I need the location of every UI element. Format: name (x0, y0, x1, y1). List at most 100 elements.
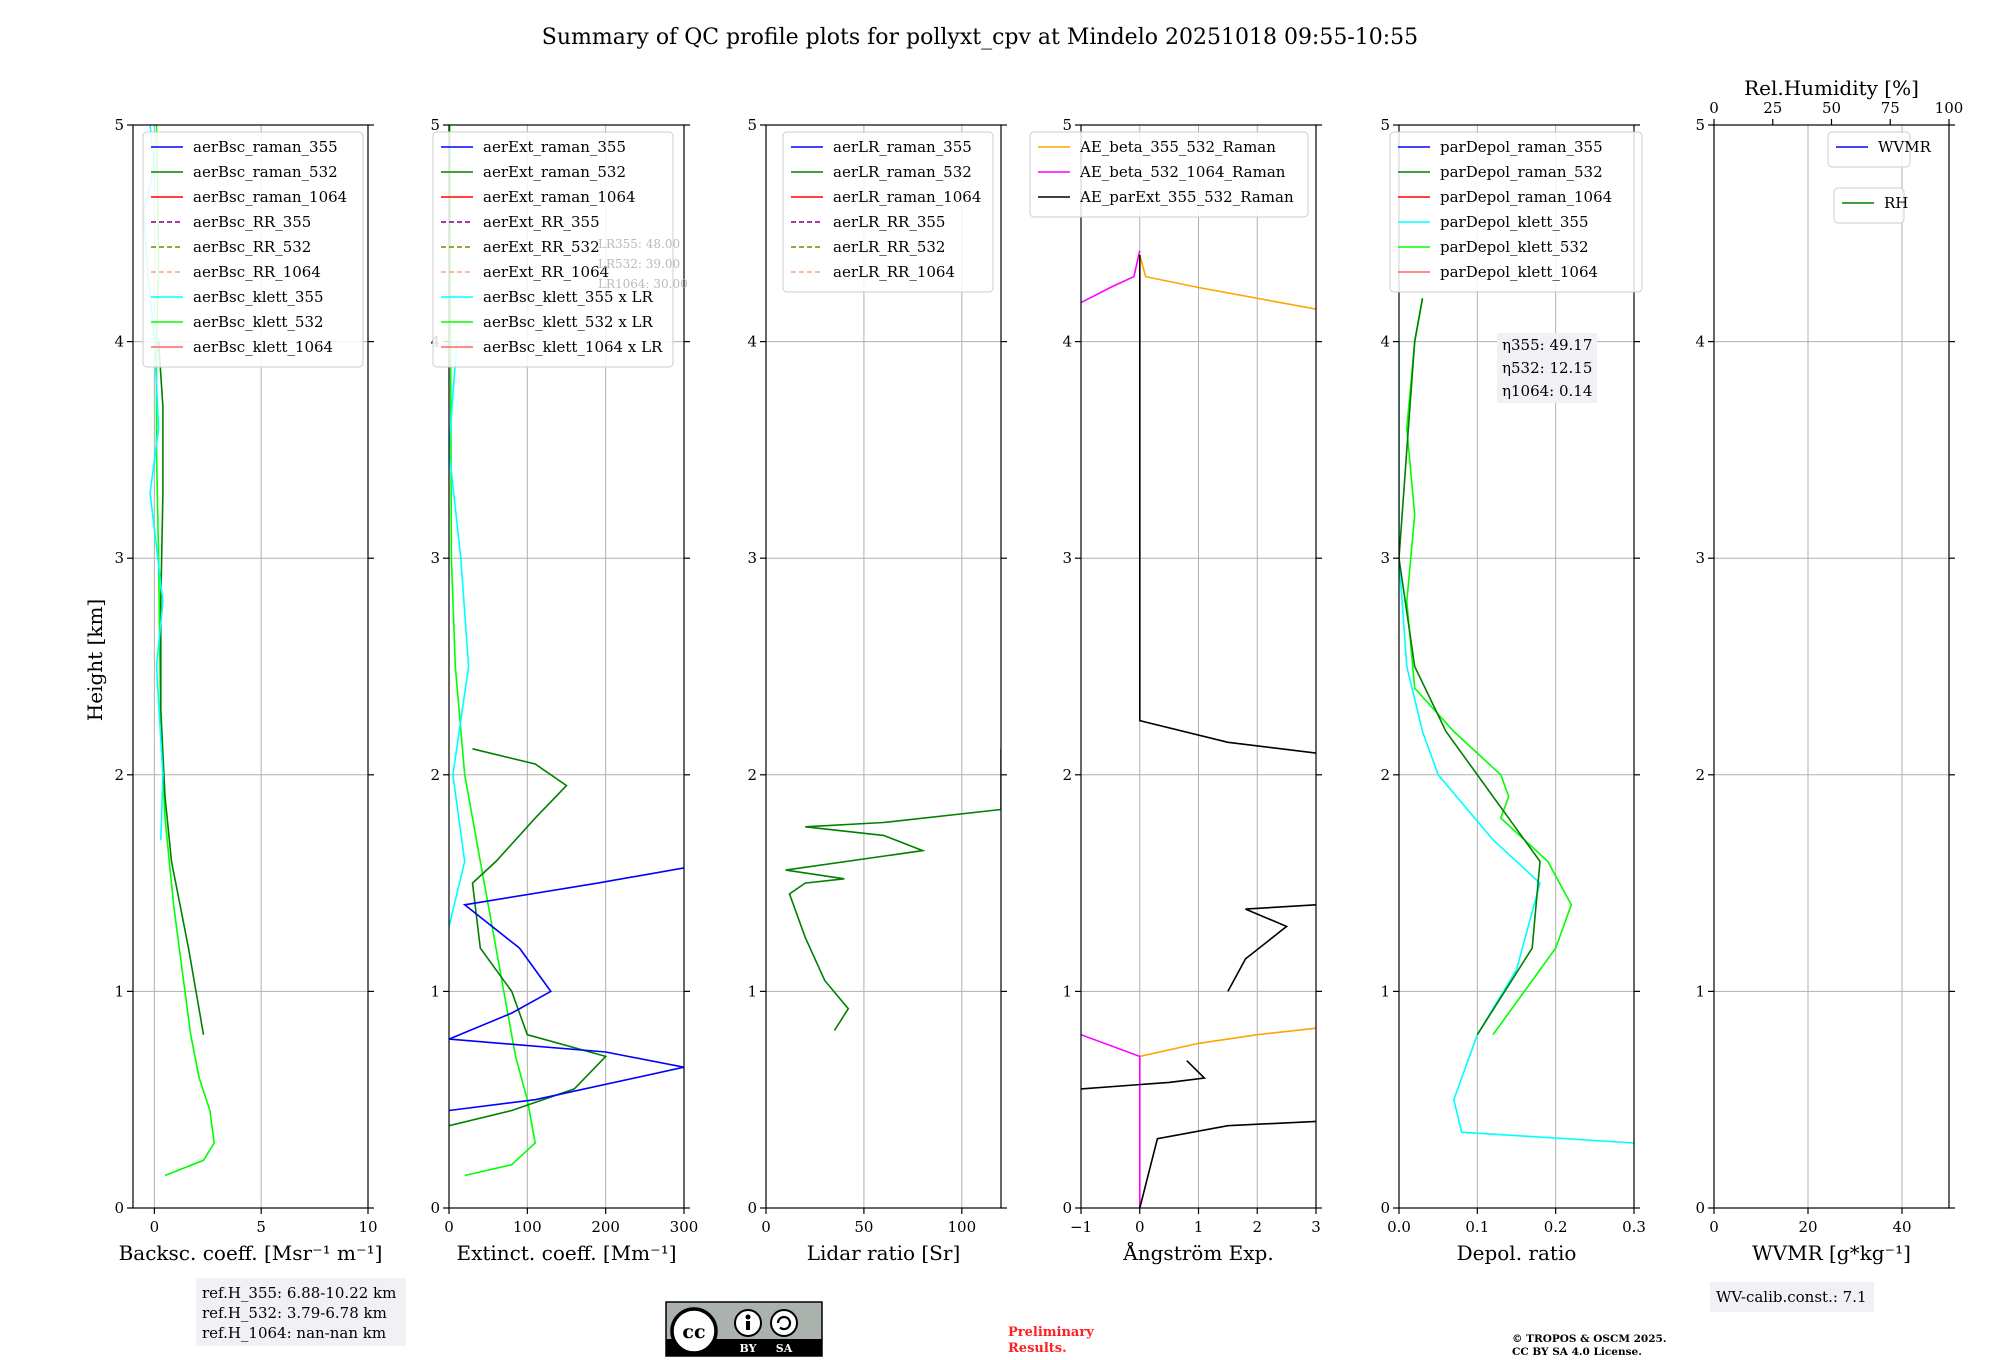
cc-logo-text: cc (682, 1321, 705, 1343)
y-tick-label: 0 (1695, 1199, 1705, 1217)
y-tick-label: 2 (114, 766, 124, 784)
y-tick-label: 5 (430, 116, 440, 134)
top-axis-label: Rel.Humidity [%] (1744, 76, 1919, 100)
legend-box (1833, 187, 1905, 224)
legend-label: aerExt_raman_1064 (483, 188, 636, 206)
y-tick-label: 3 (1380, 549, 1390, 567)
x-axis-label: Depol. ratio (1457, 1241, 1577, 1265)
eta-label: η532: 12.15 (1502, 359, 1592, 377)
series-line-aerext-raman-532 (449, 748, 608, 1127)
x-tick-label: 0 (1135, 1218, 1145, 1236)
y-tick-label: 0 (747, 1199, 757, 1217)
wv-calib-const: WV-calib.const.: 7.1 (1716, 1288, 1867, 1306)
legend-box (1029, 131, 1309, 218)
eta-box (1497, 333, 1597, 403)
legend-label: parDepol_klett_355 (1440, 213, 1589, 231)
ref-height-355: ref.H_355: 6.88-10.22 km (202, 1284, 396, 1302)
legend-label: aerBsc_RR_532 (193, 238, 311, 256)
legend-label: aerBsc_klett_532 (193, 313, 324, 331)
legend-label: aerExt_RR_532 (483, 238, 600, 256)
legend-label: aerLR_raman_1064 (833, 188, 981, 206)
copyright-line2: CC BY SA 4.0 License. (1512, 1346, 1642, 1358)
legend-label: aerLR_RR_1064 (833, 263, 955, 281)
x-tick-label: 0 (150, 1218, 160, 1236)
top-tick-label: 25 (1763, 99, 1782, 117)
top-tick-label: 75 (1881, 99, 1900, 117)
series-group (785, 748, 1001, 1031)
legend-label: AE_beta_355_532_Raman (1079, 138, 1276, 156)
legend-label: aerExt_raman_532 (483, 163, 626, 181)
y-tick-label: 5 (1062, 116, 1072, 134)
y-tick-label: 0 (114, 1199, 124, 1217)
y-tick-label: 1 (1695, 982, 1705, 1000)
y-tick-label: 1 (1380, 982, 1390, 1000)
wv-calib-bg (1710, 1282, 1874, 1312)
legend-label: parDepol_raman_355 (1440, 138, 1603, 156)
x-tick-label: 0 (1709, 1218, 1719, 1236)
y-tick-label: 2 (430, 766, 440, 784)
legend-label: aerBsc_raman_355 (193, 138, 338, 156)
x-tick-label: 0 (444, 1218, 454, 1236)
y-tick-label: 5 (114, 116, 124, 134)
y-tick-label: 1 (1062, 982, 1072, 1000)
legend-box (1389, 131, 1643, 293)
legend-label: parDepol_raman_1064 (1440, 188, 1612, 206)
y-tick-label: 1 (430, 982, 440, 1000)
panel-2: 0123450100200300Extinct. coeff. [Mm⁻¹]ae… (430, 116, 698, 1265)
x-tick-label: 0.2 (1544, 1218, 1568, 1236)
y-axis-label: Height [km] (83, 599, 107, 721)
series-line-ae-parext-lower (1081, 1060, 1207, 1090)
legend-label: aerBsc_klett_355 (193, 288, 324, 306)
panel-frame (448, 124, 685, 1209)
y-tick-label: 2 (1695, 766, 1705, 784)
eta-label: η355: 49.17 (1502, 336, 1592, 354)
preliminary-line1: Preliminary (1008, 1325, 1094, 1340)
panel-5: 0 1 2 3 4 5 0.0 0.1 0.2 0.3 Depol. ratio parDepol_r… (1380, 116, 1645, 1265)
x-tick-label: 100 (513, 1218, 542, 1236)
panel-frame (1713, 124, 1950, 1209)
y-tick-label: 5 (1380, 116, 1390, 134)
y-tick-label: 1 (114, 982, 124, 1000)
x-tick-label: 0.1 (1465, 1218, 1489, 1236)
x-tick-label: 10 (358, 1218, 377, 1236)
legend-label: aerLR_RR_355 (833, 213, 945, 231)
eta-label: η1064: 0.14 (1502, 382, 1592, 400)
y-tick-label: 0 (430, 1199, 440, 1217)
x-axis-label: Lidar ratio [Sr] (807, 1241, 961, 1265)
legend-label: AE_beta_532_1064_Raman (1079, 163, 1286, 181)
by-person-body-icon (746, 1321, 750, 1330)
legend-label: aerExt_RR_1064 (483, 263, 609, 281)
ref-heights-bg (196, 1278, 406, 1346)
y-tick-label: 0 (1062, 1199, 1072, 1217)
y-tick-label: 4 (1062, 333, 1072, 351)
series-line-ae-beta-355-532-raman (1139, 1027, 1316, 1058)
series-line-ae-beta-532-1064-raman (1081, 1033, 1141, 1208)
x-axis-label: Ångström Exp. (1122, 1240, 1273, 1265)
legend-label: aerBsc_klett_1064 x LR (483, 338, 663, 356)
lr-note: LR532: 39.00 (598, 257, 680, 271)
legend-label: aerExt_raman_355 (483, 138, 626, 156)
series-line-pardepol-raman-532 (1399, 298, 1541, 1036)
legend-label: aerBsc_raman_1064 (193, 188, 347, 206)
series-group (449, 125, 684, 1177)
top-tick-label: 50 (1822, 99, 1841, 117)
y-tick-label: 2 (1380, 766, 1390, 784)
legend-label: AE_parExt_355_532_Raman (1079, 188, 1294, 206)
legend-box (1827, 131, 1911, 168)
y-tick-label: 5 (747, 116, 757, 134)
x-tick-label: 300 (670, 1218, 699, 1236)
series-line-ae-parext-355-532-raman (1139, 1120, 1316, 1208)
copyright-line1: © TROPOS & OSCM 2025. (1512, 1333, 1667, 1345)
y-tick-label: 2 (747, 766, 757, 784)
figure-title: Summary of QC profile plots for pollyxt_… (542, 25, 1418, 50)
series-line-pardepol-klett-355 (1399, 341, 1634, 1144)
y-tick-label: 2 (1062, 766, 1072, 784)
sa-circle-icon (770, 1309, 798, 1337)
x-tick-label: 40 (1892, 1218, 1911, 1236)
legend-label: RH (1884, 194, 1908, 212)
panel-frame (765, 124, 1002, 1209)
